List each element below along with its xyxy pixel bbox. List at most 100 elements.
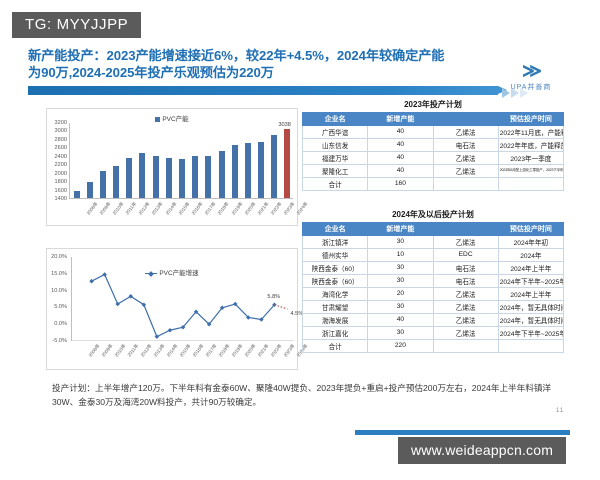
- table-header-row: 企业名 新增产能 预估投产时间: [301, 221, 565, 236]
- cell-company: 陕西金泰（60）: [301, 273, 369, 288]
- bar-x-tick: 2012年: [137, 201, 152, 216]
- line-x-tick: 2019年: [230, 343, 244, 358]
- cell-new-capacity: 30: [367, 299, 434, 314]
- cell-company: 福建万华: [301, 150, 369, 165]
- table-caption-row: 2023年投产计划: [302, 98, 564, 112]
- line-x-tick: 2011年: [126, 343, 140, 358]
- line-chart-y-axis: 20.0% 15.0% 10.0% 5.0% 0.0% -5.0%: [47, 249, 69, 369]
- bar-x-tick: 2017年: [203, 201, 217, 216]
- bar-2010年: [99, 170, 106, 198]
- cell-company: 山东信发: [301, 137, 369, 152]
- bar-x-tick: 2020年: [243, 201, 257, 216]
- cell-new-capacity: 40: [367, 137, 434, 152]
- cell-new-capacity: 40: [367, 312, 434, 327]
- line-y-tick: -5.0%: [52, 338, 67, 344]
- table-2024-plan: 2024年及以后投产计划 企业名 新增产能 预估投产时间 浙江镇洋 30 乙烯法 2024年年…: [301, 208, 565, 353]
- bar-y-tick: 2000: [54, 170, 67, 177]
- bar-chart-plot-area: [69, 123, 293, 199]
- line-chart-plot-area: [71, 257, 294, 341]
- bar-y-tick: 2400: [54, 153, 67, 160]
- bar-2024年: [284, 128, 291, 198]
- line-x-tick: 2014年: [165, 343, 179, 358]
- cell-new-capacity: 10: [367, 247, 434, 262]
- plan-table-2024: 2024年及以后投产计划 企业名 新增产能 预估投产时间 浙江镇洋 30 乙烯法 2024年年…: [301, 208, 565, 353]
- bar-data-label: 3038: [278, 121, 291, 128]
- table-row: 陕西金泰（60） 30 电石法 2024年下半年~2025年: [301, 273, 565, 288]
- line-x-tick: 2022年: [270, 343, 284, 358]
- line-x-tick: 2008年: [87, 343, 101, 358]
- slide-title: 新产能投产：2023产能增速接近6%，较22年+4.5%，2024年较确定产能 …: [28, 48, 573, 81]
- cell-total-label: 合计: [301, 176, 369, 191]
- cell-total-value: 220: [367, 338, 434, 353]
- cell-new-capacity: 20: [367, 286, 434, 301]
- line-chart-svg: [72, 272, 294, 341]
- cell-est-time: 2022年11月底，产能释放算在2023: [497, 124, 565, 139]
- line-legend-label: PVC产能增速: [159, 270, 199, 277]
- line-x-tick: 2009年: [100, 343, 114, 358]
- cell-total-blank-2: [497, 338, 565, 353]
- bar-2015年: [165, 157, 172, 198]
- table-caption: 2024年及以后投产计划: [302, 208, 564, 222]
- bar-y-tick: 2600: [54, 145, 67, 152]
- cell-process: 乙烯法: [432, 299, 499, 314]
- bar-y-tick: 3200: [54, 120, 67, 126]
- line-y-tick: 5.0%: [54, 304, 67, 311]
- bar-x-tick: 2021年: [256, 201, 270, 216]
- th-process: [432, 221, 499, 236]
- bar-x-tick: 2011年: [124, 201, 138, 216]
- line-y-tick: 0.0%: [54, 321, 67, 328]
- cell-process: 乙烯法: [432, 124, 499, 139]
- cell-est-time: 2023年一季度: [497, 150, 565, 165]
- bar-x-tick: 2013年: [151, 201, 165, 216]
- bar-y-tick: 1400: [54, 196, 67, 202]
- cell-est-time: 2024年下半年~2025年: [497, 273, 565, 288]
- cell-company: 聚隆化工: [301, 163, 369, 178]
- cell-new-capacity: 30: [367, 325, 434, 340]
- bar-chart-y-axis: 3200 3000 2800 2600 2400 2200 2000 1800 1600 1400: [47, 109, 69, 225]
- bar-x-tick: 2019年: [230, 201, 244, 216]
- cell-new-capacity: 40: [367, 124, 434, 139]
- bar-2013年: [139, 152, 146, 198]
- cell-est-time: 2023年6月配上游化工零投产，2023下半年逐步正常生产: [497, 163, 565, 178]
- cell-total-blank-2: [497, 176, 565, 191]
- line-y-tick: 20.0%: [51, 254, 67, 260]
- line-x-tick: 2016年: [191, 343, 205, 358]
- bar-2022年: [258, 141, 265, 198]
- line-annotation-0: 5.8%: [267, 293, 281, 300]
- bar-y-tick: 2200: [54, 162, 67, 169]
- line-chart-legend: PVC产能增速: [47, 267, 297, 277]
- legend-swatch-icon: [155, 116, 161, 122]
- th-new-capacity: 新增产能: [367, 221, 434, 236]
- bar-2012年: [126, 158, 133, 198]
- cell-est-time: 2024年下半年~2025年: [497, 325, 565, 340]
- bar-2020年: [231, 145, 238, 198]
- bar-2018年: [205, 156, 212, 198]
- bar-2016年: [179, 158, 185, 198]
- plan-table-2023: 2023年投产计划 企业名 新增产能 预估投产时间 广西华谊 40 乙烯法 2022年11月底…: [301, 98, 565, 191]
- cell-new-capacity: 30: [367, 260, 434, 275]
- bar-x-tick: 2010年: [111, 201, 125, 216]
- cell-process: 乙烯法: [432, 325, 499, 340]
- title-line-2: 为90万,2024-2025年投产乐观预估为220万: [28, 64, 274, 80]
- line-x-tick: 2010年: [113, 343, 127, 358]
- bar-2011年: [113, 165, 120, 198]
- bar-2009年: [86, 181, 93, 198]
- bar-2017年: [192, 156, 199, 198]
- th-company: 企业名: [301, 111, 369, 126]
- bar-2021年: [244, 142, 251, 198]
- table-total-row: 合计 220: [301, 338, 565, 353]
- bottom-accent-bar: [355, 430, 570, 435]
- table-header-row: 企业名 新增产能 预估投产时间: [301, 111, 565, 126]
- cell-est-time: 2024年: [497, 247, 565, 262]
- cell-total-value: 160: [367, 176, 434, 191]
- cell-total-blank-1: [432, 176, 499, 191]
- cell-company: 广西华谊: [301, 124, 369, 139]
- cell-est-time: 2024年，暂无具体时间: [497, 312, 565, 327]
- title-line-1: 新产能投产：2023产能增速接近6%，较22年+4.5%，2024年较确定产能: [28, 48, 445, 63]
- line-x-tick: 2020年: [243, 343, 258, 358]
- company-logo: ≫ UPA丼善商: [496, 62, 566, 92]
- line-x-tick: 2013年: [152, 343, 166, 358]
